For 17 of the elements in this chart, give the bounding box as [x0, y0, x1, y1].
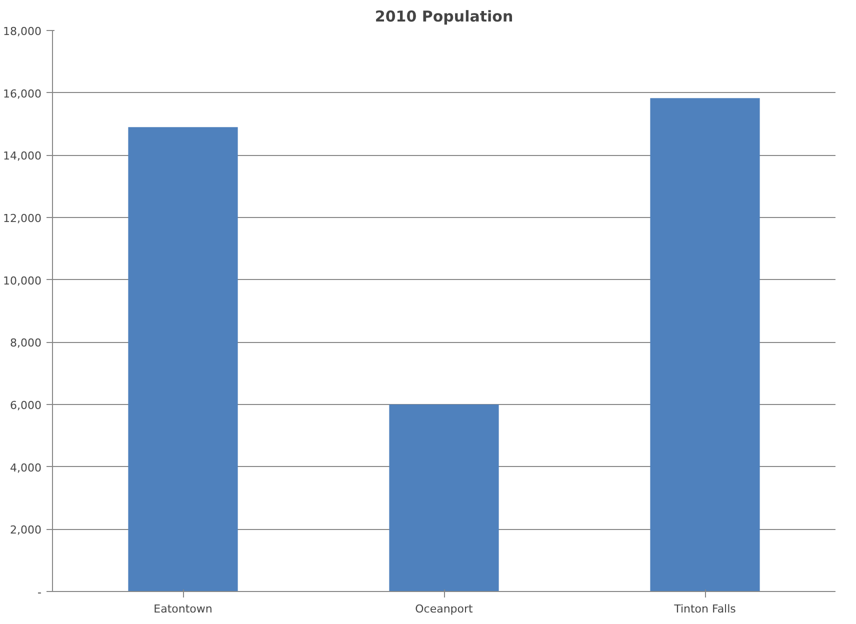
y-tick-label: 16,000: [3, 87, 42, 100]
y-tick-label: 12,000: [3, 212, 42, 225]
y-tick-label: 4,000: [10, 461, 42, 474]
y-tick-label: 6,000: [10, 399, 42, 412]
bar: [650, 98, 760, 592]
x-tick-label: Eatontown: [154, 602, 212, 616]
y-tick-label: 18,000: [3, 25, 42, 38]
y-tick-label: 2,000: [10, 524, 42, 537]
x-tick-label: Tinton Falls: [673, 602, 736, 616]
bar: [389, 404, 499, 592]
y-tick-label: 14,000: [3, 150, 42, 163]
bar: [128, 127, 238, 592]
y-tick-label: 10,000: [3, 274, 42, 288]
x-tick-label: Oceanport: [415, 602, 474, 616]
y-tick-label: 8,000: [10, 336, 42, 350]
y-tick-label: -: [38, 586, 42, 599]
chart-title: 2010 Population: [374, 8, 514, 26]
